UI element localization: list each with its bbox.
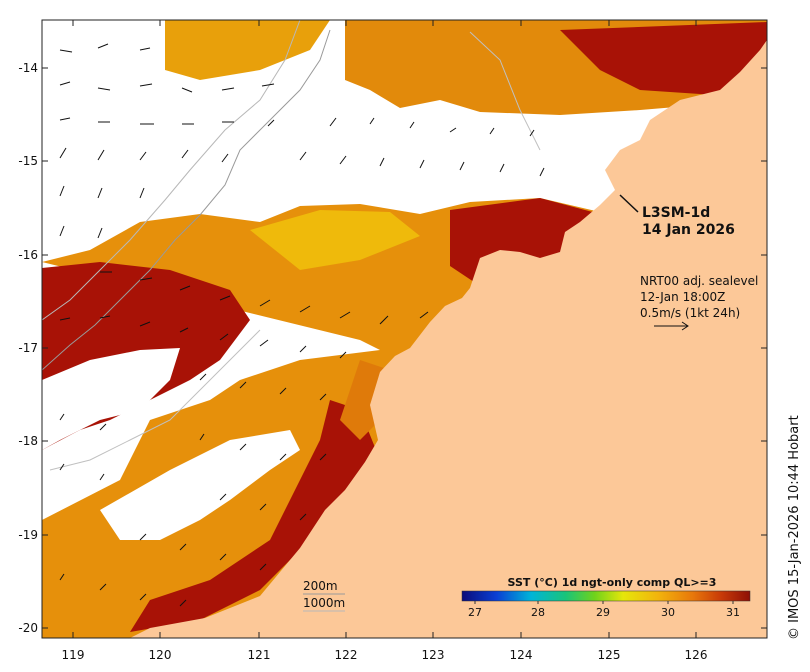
lat-label: -15 [18, 154, 38, 168]
lat-axis: -14 -15 -16 -17 -18 -19 -20 [18, 61, 767, 635]
lon-label: 121 [248, 648, 271, 662]
isobath-label: 200m [303, 579, 338, 593]
product-title: L3SM-1d [642, 205, 710, 221]
lon-label: 123 [422, 648, 445, 662]
isobath-label: 1000m [303, 596, 345, 610]
colorbar-tick: 27 [468, 606, 482, 619]
lon-axis: 119 120 121 122 123 124 125 126 [62, 20, 708, 662]
lon-label: 125 [598, 648, 621, 662]
lon-label: 126 [685, 648, 708, 662]
lon-label: 120 [149, 648, 172, 662]
sst-red-coast [130, 400, 380, 632]
isobath-1000m [42, 20, 301, 321]
colorbar-tick: 29 [596, 606, 610, 619]
sst-north-west [165, 20, 330, 80]
lon-label: 119 [62, 648, 85, 662]
lon-label: 122 [335, 648, 358, 662]
lat-label: -17 [18, 341, 38, 355]
cloud-gap-west [42, 348, 180, 450]
lat-label: -18 [18, 434, 38, 448]
plot-area [42, 20, 767, 638]
current-info-line: 12-Jan 18:00Z [640, 290, 725, 304]
sst-yellow-region [250, 210, 420, 270]
colorbar-tick: 30 [661, 606, 675, 619]
current-scale-arrow [654, 321, 689, 331]
colorbar-tick: 28 [531, 606, 545, 619]
current-info-line: 0.5m/s (1kt 24h) [640, 306, 740, 320]
colorbar: SST (°C) 1d ngt-only comp QL>=3 27 28 29… [461, 576, 751, 619]
lat-label: -16 [18, 248, 38, 262]
colorbar-tick: 31 [726, 606, 740, 619]
title-pointer [619, 194, 639, 213]
cloud-gap-south [100, 430, 300, 540]
lat-label: -19 [18, 528, 38, 542]
land-mass [130, 40, 767, 638]
isobath-200m [42, 29, 331, 371]
lon-label: 124 [510, 648, 533, 662]
sst-north-red [560, 22, 767, 100]
colorbar-title: SST (°C) 1d ngt-only comp QL>=3 [508, 576, 717, 589]
lat-label: -20 [18, 621, 38, 635]
plot-frame [41, 19, 768, 639]
isobath-coast [49, 31, 541, 471]
credit-text: © IMOS 15-Jan-2026 10:44 Hobart [787, 415, 802, 640]
product-date: 14 Jan 2026 [642, 222, 735, 238]
lat-label: -14 [18, 61, 38, 75]
colorbar-gradient [461, 590, 751, 602]
current-vectors [59, 43, 545, 607]
current-info-line: NRT00 adj. sealevel [640, 274, 758, 288]
